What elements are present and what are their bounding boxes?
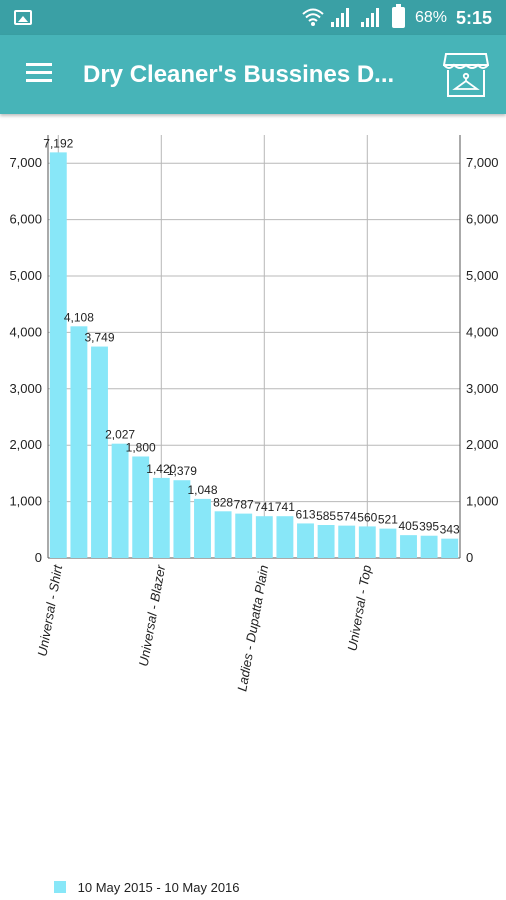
bar-value-label: 741 <box>254 500 274 514</box>
bar <box>400 535 417 558</box>
bar-chart-svg: 0 0 1,000 1,000 2,000 2,000 3,000 3,000 4,000 4,0… <box>9 135 499 693</box>
x-tick-label: Universal - Blazer <box>136 563 169 667</box>
bar <box>297 523 314 558</box>
y-tick-label-left: 6,000 <box>9 212 42 227</box>
signal-icon <box>331 8 349 27</box>
x-tick-label: Ladies - Dupatta Plain <box>234 564 271 693</box>
y-tick-label-left: 3,000 <box>9 381 42 396</box>
y-tick-label-right: 2,000 <box>466 437 499 452</box>
bar-value-label: 3,749 <box>84 331 114 345</box>
bar-value-label: 787 <box>234 498 254 512</box>
bar <box>70 326 88 558</box>
legend-swatch <box>54 881 66 893</box>
app-bar: Dry Cleaner's Bussines D... <box>0 35 506 114</box>
x-tick-label: Universal - Top <box>344 564 374 652</box>
bar <box>111 443 129 558</box>
bar <box>441 538 459 558</box>
bar-value-label: 560 <box>357 510 377 524</box>
y-tick-label-right: 1,000 <box>466 494 499 509</box>
bar-value-label: 1,379 <box>167 464 197 478</box>
battery-percent: 68% <box>415 9 448 26</box>
page-title: Dry Cleaner's Bussines D... <box>83 61 395 88</box>
clock: 5:15 <box>456 8 493 28</box>
y-tick-label-left: 0 <box>35 550 42 565</box>
bar <box>194 498 211 558</box>
bar <box>255 516 273 558</box>
bar <box>214 511 232 558</box>
bar <box>152 477 170 558</box>
image-icon <box>14 10 32 25</box>
bar <box>358 526 376 558</box>
bar-value-label: 4,108 <box>64 310 94 324</box>
y-tick-label-left: 7,000 <box>9 155 42 170</box>
bar-value-label: 7,192 <box>43 136 73 150</box>
bar <box>91 346 108 558</box>
store-hanger-icon[interactable] <box>443 51 489 99</box>
bar <box>338 525 356 558</box>
bar-value-label: 741 <box>275 500 295 514</box>
bar <box>173 480 191 558</box>
bar-value-label: 343 <box>440 523 460 537</box>
y-tick-label-right: 4,000 <box>466 324 499 339</box>
bar-value-label: 1,420 <box>146 462 176 476</box>
bar-value-label: 828 <box>213 495 233 509</box>
y-tick-label-left: 1,000 <box>9 494 42 509</box>
y-tick-label-right: 7,000 <box>466 155 499 170</box>
y-tick-label-left: 5,000 <box>9 268 42 283</box>
bar-value-label: 2,027 <box>105 428 135 442</box>
bar-value-label: 395 <box>419 520 439 534</box>
y-tick-label-left: 4,000 <box>9 324 42 339</box>
bar-value-label: 585 <box>316 509 336 523</box>
y-tick-label-right: 0 <box>466 550 473 565</box>
battery-icon <box>392 4 405 28</box>
y-tick-label-right: 3,000 <box>466 381 499 396</box>
bar-value-label: 521 <box>378 513 398 527</box>
legend-label: 10 May 2015 - 10 May 2016 <box>77 880 240 895</box>
bar <box>317 525 335 558</box>
status-bar: 68% 5:15 <box>0 0 506 35</box>
bar-value-label: 574 <box>337 510 357 524</box>
x-tick-label: Universal - Shirt <box>34 563 65 658</box>
bar-value-label: 405 <box>398 519 418 533</box>
menu-icon[interactable] <box>26 63 52 83</box>
bar <box>379 528 397 558</box>
bar <box>420 535 438 558</box>
bar <box>49 152 67 558</box>
wifi-icon <box>302 8 324 26</box>
signal-icon <box>361 8 379 27</box>
bar <box>276 516 294 558</box>
chart-legend: 10 May 2015 - 10 May 2016 <box>54 880 240 895</box>
y-tick-label-right: 5,000 <box>466 268 499 283</box>
bar-value-label: 1,048 <box>187 483 217 497</box>
bar-value-label: 1,800 <box>126 440 156 454</box>
bar-value-label: 613 <box>295 507 315 521</box>
y-tick-label-left: 2,000 <box>9 437 42 452</box>
y-tick-label-right: 6,000 <box>466 212 499 227</box>
bar <box>235 513 253 558</box>
bar-chart: 0 0 1,000 1,000 2,000 2,000 3,000 3,000 4,000 4,0… <box>0 118 506 898</box>
bar <box>132 456 150 558</box>
